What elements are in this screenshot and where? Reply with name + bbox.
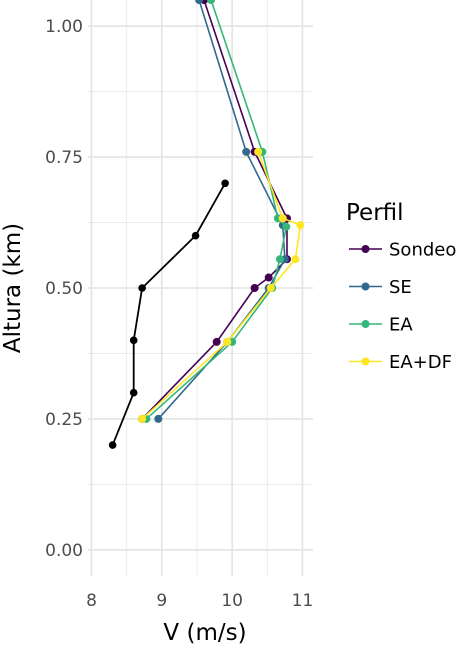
series-ea-df-point	[278, 214, 287, 223]
series-ea-df-point	[223, 337, 232, 346]
series-sondeo-point	[264, 273, 273, 282]
legend-key-point	[361, 245, 370, 253]
x-axis-ticks: 8 9 10 11	[86, 591, 313, 611]
legend-label: SE	[389, 277, 412, 298]
y-axis-title: Altura (km)	[0, 223, 26, 353]
y-tick-label: 0.50	[45, 279, 83, 299]
legend-label: EA+DF	[389, 352, 452, 373]
reference-layer	[108, 179, 229, 449]
series-sondeo-point	[212, 337, 221, 346]
reference-point	[221, 179, 229, 188]
legend-label: EA	[389, 315, 413, 336]
legend-title: Perfil	[346, 200, 404, 226]
reference-point	[138, 284, 146, 292]
series-ea-df-point	[266, 284, 275, 292]
series-layer	[138, 0, 305, 423]
series-sondeo-point	[250, 284, 259, 292]
series-ea-df	[138, 147, 305, 423]
legend-label: Sondeo	[389, 240, 456, 261]
reference-line	[111, 182, 226, 446]
legend-key-point	[361, 357, 370, 366]
series-ea-df-point	[138, 414, 147, 423]
x-tick-label: 10	[221, 591, 243, 611]
plot-area	[108, 0, 305, 449]
series-se-point	[154, 414, 163, 423]
reference-point	[108, 441, 117, 449]
series-ea-line	[145, 0, 288, 420]
y-tick-label: 0.00	[45, 541, 83, 561]
legend-item-ea: EA	[349, 315, 413, 336]
series-se-point	[195, 0, 204, 4]
series-se-point	[242, 147, 251, 156]
y-axis-ticks: 0.00 0.25 0.50 0.75 1.00	[45, 17, 83, 561]
x-tick-label: 11	[292, 591, 314, 611]
x-axis-title: V (m/s)	[163, 620, 246, 646]
y-tick-label: 0.75	[45, 148, 83, 168]
reference-point	[129, 336, 138, 345]
legend-item-ea-df: EA+DF	[349, 352, 452, 373]
legend-key-point	[361, 320, 370, 328]
x-tick-label: 9	[156, 591, 167, 611]
y-tick-label: 0.25	[45, 410, 83, 430]
series-ea-point	[275, 255, 284, 264]
series-ea-df-point	[296, 221, 305, 230]
legend-item-se: SE	[349, 277, 412, 298]
y-tick-label: 1.00	[45, 17, 83, 37]
legend: Perfil Sondeo SE EA EA+DF	[346, 200, 456, 373]
legend-item-sondeo: Sondeo	[349, 240, 456, 261]
series-ea-point	[282, 222, 291, 231]
series-ea-df-point	[254, 147, 263, 156]
series-ea-df-point	[291, 255, 300, 264]
series-ea-point	[207, 0, 216, 4]
reference-point	[129, 388, 138, 397]
x-tick-label: 8	[86, 591, 97, 611]
reference-point	[191, 231, 200, 240]
legend-key-point	[361, 282, 370, 291]
grid-major	[88, 0, 313, 576]
